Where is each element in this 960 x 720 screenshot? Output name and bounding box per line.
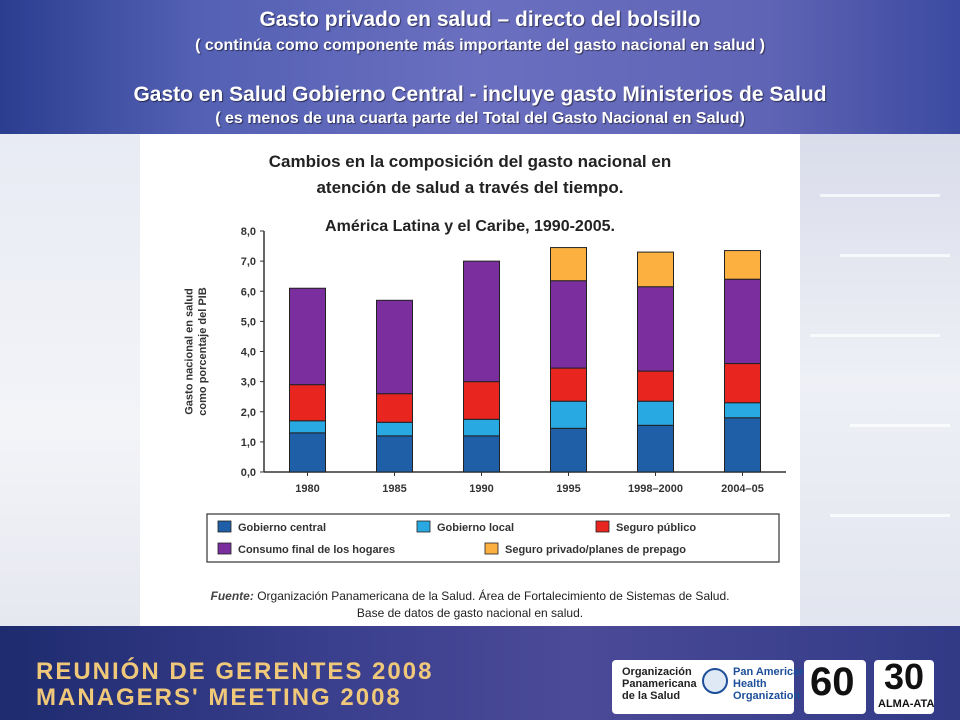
paho-name-line1: Pan American: [733, 666, 806, 678]
left-decoration: [0, 134, 140, 626]
second-title: Gasto en Salud Gobierno Central - incluy…: [133, 83, 827, 106]
chart-title-line2: atención de salud a través del tiempo.: [316, 178, 624, 197]
meeting-title-en: MANAGERS' MEETING 2008: [36, 684, 402, 711]
source-note: Fuente: Organización Panamericana de la …: [150, 588, 790, 622]
globe-icon: [702, 668, 728, 694]
ops-name-line3: de la Salud: [622, 690, 681, 702]
chart-title-line1: Cambios en la composición del gasto naci…: [268, 152, 672, 171]
ops-name-line2: Panamericana: [622, 678, 697, 690]
alma-ata-label: ALMA-ATA: [878, 698, 935, 710]
sixty-logo: [804, 660, 866, 714]
main-subtitle: ( continúa como componente más important…: [195, 37, 765, 54]
paho-name-line2: Health: [733, 678, 767, 690]
paho-name: Pan American Health Organization: [733, 666, 806, 702]
alma-ata-logo: [874, 660, 934, 714]
chart-subtitle: América Latina y el Caribe, 1990-2005.: [325, 218, 615, 235]
right-decoration: [800, 134, 960, 626]
main-title: Gasto privado en salud – directo del bol…: [259, 8, 701, 31]
sixty-anniversary-mark: 60: [810, 660, 855, 704]
ops-name-line1: Organización: [622, 666, 692, 678]
thirty-anniversary-mark: 30: [884, 656, 925, 697]
header-banner: Gasto privado en salud – directo del bol…: [0, 0, 960, 134]
source-label: Fuente:: [210, 589, 254, 603]
source-line1: Organización Panamericana de la Salud. Á…: [253, 589, 730, 603]
paho-name-line3: Organization: [733, 690, 801, 702]
source-line2: Base de datos de gasto nacional en salud…: [356, 606, 584, 620]
second-subtitle: ( es menos de una cuarta parte del Total…: [215, 110, 745, 127]
ops-name: Organización Panamericana de la Salud: [622, 666, 697, 702]
footer-banner: [0, 626, 960, 720]
chart-panel: [140, 134, 800, 626]
meeting-title-es: REUNIÓN DE GERENTES 2008: [36, 658, 434, 685]
